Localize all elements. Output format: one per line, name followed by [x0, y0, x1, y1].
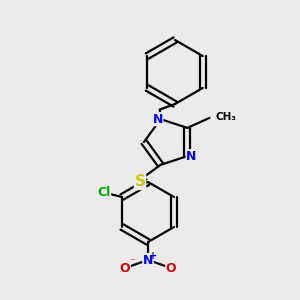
Text: O: O [120, 262, 130, 275]
Text: ⁻: ⁻ [129, 257, 135, 267]
Text: +: + [149, 251, 157, 261]
Text: N: N [152, 113, 163, 126]
Text: N: N [143, 254, 153, 266]
Text: CH₃: CH₃ [215, 112, 236, 122]
Text: N: N [186, 150, 197, 163]
Text: S: S [134, 175, 146, 190]
Text: Cl: Cl [98, 187, 111, 200]
Text: O: O [166, 262, 176, 275]
